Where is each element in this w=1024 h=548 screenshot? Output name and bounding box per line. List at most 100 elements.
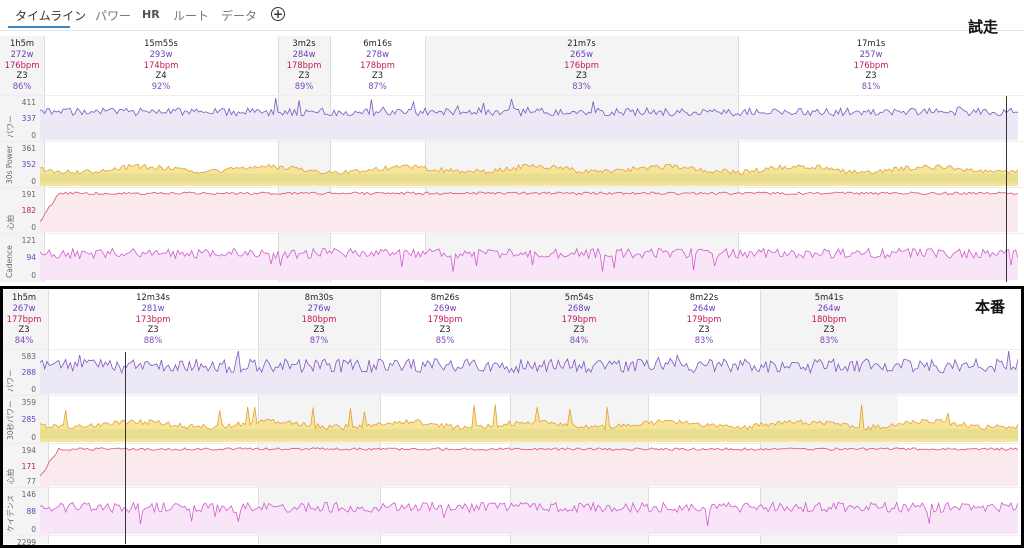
lap-summary[interactable]: 6m16s 278w 178bpm Z3 87% [330, 38, 425, 92]
power-line [40, 97, 1018, 117]
lap-summary[interactable]: 5m54s 268w 179bpm Z3 84% [510, 292, 648, 346]
track-tick-label: 337 [21, 114, 36, 124]
lap-time: 17m1s [856, 38, 886, 48]
lap-time: 15m55s [144, 38, 178, 48]
track-separator [0, 443, 1024, 444]
lap-summary[interactable]: 8m26s 269w 179bpm Z3 85% [380, 292, 510, 346]
tab-data[interactable]: データ [221, 9, 258, 23]
smooth-chart[interactable] [40, 396, 1018, 442]
track-tick-label: 352 [21, 160, 36, 170]
lap-shade [0, 36, 44, 282]
hr-area [40, 447, 1018, 486]
lap-separator [510, 290, 511, 544]
track-tick-label: 0 [31, 525, 36, 534]
lap-time: 1h5m [11, 292, 37, 302]
race-label: 本番 [975, 298, 1006, 316]
track-separator [0, 95, 1024, 96]
lap-time: 3m2s [292, 38, 316, 48]
lap-summary[interactable]: 8m30s 276w 180bpm Z3 87% [258, 292, 380, 346]
lap-pct: 87% [368, 81, 387, 92]
lap-hr: 176bpm [853, 59, 889, 70]
lap-separator [258, 290, 259, 544]
tab-timeline[interactable]: タイムライン [15, 9, 87, 23]
lap-hr: 178bpm [360, 59, 395, 70]
lap-summary[interactable]: 1h5m 267w 177bpm Z3 84% [0, 292, 48, 346]
add-tab-icon[interactable]: + [271, 7, 285, 21]
lap-summary[interactable]: 1h5m 272w 176bpm Z3 86% [0, 38, 44, 92]
lap-pct: 85% [435, 335, 455, 346]
lap-summary[interactable]: 15m55s 293w 174bpm Z4 92% [44, 38, 278, 92]
lap-hr: 179bpm [686, 313, 722, 324]
lap-time: 5m54s [564, 292, 594, 302]
lap-summary[interactable]: 3m2s 284w 178bpm Z3 89% [278, 38, 330, 92]
lap-pct: 84% [14, 335, 34, 346]
smooth-area [40, 164, 1018, 186]
lap-zone: Z3 [16, 70, 28, 81]
cadence-line [40, 501, 1018, 526]
tab-bar: タイムライン パワー HR ルート データ + [0, 0, 1024, 31]
lap-power: 267w [12, 302, 36, 313]
lap-hr: 176bpm [4, 59, 40, 70]
lap-shade [510, 290, 648, 544]
lap-power: 264w [692, 302, 716, 313]
lap-pct: 87% [309, 335, 329, 346]
track-tick-label: 0 [31, 131, 36, 140]
track-tick-label: 0 [31, 177, 36, 186]
cadence-chart[interactable] [40, 488, 1018, 534]
track-separator [0, 487, 1024, 488]
tab-power[interactable]: パワー [95, 9, 132, 23]
active-tab-indicator [8, 26, 70, 28]
end-cursor [1006, 96, 1007, 282]
hr-line [40, 447, 1018, 477]
lap-summary[interactable]: 12m34s 281w 173bpm Z3 88% [48, 292, 258, 346]
track-tick-label: 411 [21, 98, 36, 107]
lap-time: 1h5m [9, 38, 35, 48]
lap-zone: Z4 [155, 70, 167, 81]
lap-shade [760, 290, 898, 544]
lap-zone: Z3 [865, 70, 877, 81]
lap-pct: 81% [861, 81, 881, 92]
lap-pct: 84% [569, 335, 589, 346]
lap-time: 12m34s [136, 292, 170, 302]
cadence-chart[interactable] [40, 234, 1018, 280]
power-area [40, 98, 1018, 140]
power-chart[interactable] [40, 96, 1018, 140]
lap-power: 269w [433, 302, 457, 313]
trial-label: 試走 [968, 18, 999, 36]
track-tick-label: 171 [21, 461, 36, 471]
cadence-area [40, 502, 1018, 534]
lap-zone: Z3 [298, 70, 310, 81]
tab-hr[interactable]: HR [142, 8, 160, 21]
lap-power: 264w [817, 302, 841, 313]
lap-separator [425, 36, 426, 282]
lap-pct: 83% [572, 81, 591, 92]
smooth-chart[interactable] [40, 142, 1018, 186]
lap-summary[interactable]: 17m1s 257w 176bpm Z3 81% [738, 38, 1004, 92]
power-chart[interactable] [40, 350, 1018, 394]
playhead-cursor[interactable] [125, 352, 126, 544]
lap-zone: Z3 [698, 324, 710, 335]
lap-summary[interactable]: 21m7s 265w 176bpm Z3 83% [425, 38, 738, 92]
lap-power: 257w [859, 48, 883, 59]
lap-separator [330, 36, 331, 282]
lap-zone: Z3 [575, 70, 588, 81]
lap-pct: 89% [294, 81, 314, 92]
track-separator [0, 141, 1024, 142]
hr-chart[interactable] [40, 444, 1018, 486]
power-area [40, 351, 1018, 394]
hr-chart[interactable] [40, 188, 1018, 232]
lap-summary[interactable]: 5m41s 264w 180bpm Z3 83% [760, 292, 898, 346]
lap-zone: Z3 [439, 324, 451, 335]
lap-time: 6m16s [363, 38, 392, 48]
track-separator [0, 535, 1024, 536]
cadence-area [40, 248, 1018, 280]
lap-zone: Z3 [371, 70, 384, 81]
track-separator [0, 187, 1024, 188]
track-tick-label: 361 [21, 144, 36, 153]
tab-route[interactable]: ルート [173, 9, 210, 23]
lap-zone: Z3 [573, 324, 585, 335]
lap-summary[interactable]: 8m22s 264w 179bpm Z3 83% [648, 292, 760, 346]
hr-line [40, 191, 1018, 222]
track-separator [0, 395, 1024, 396]
